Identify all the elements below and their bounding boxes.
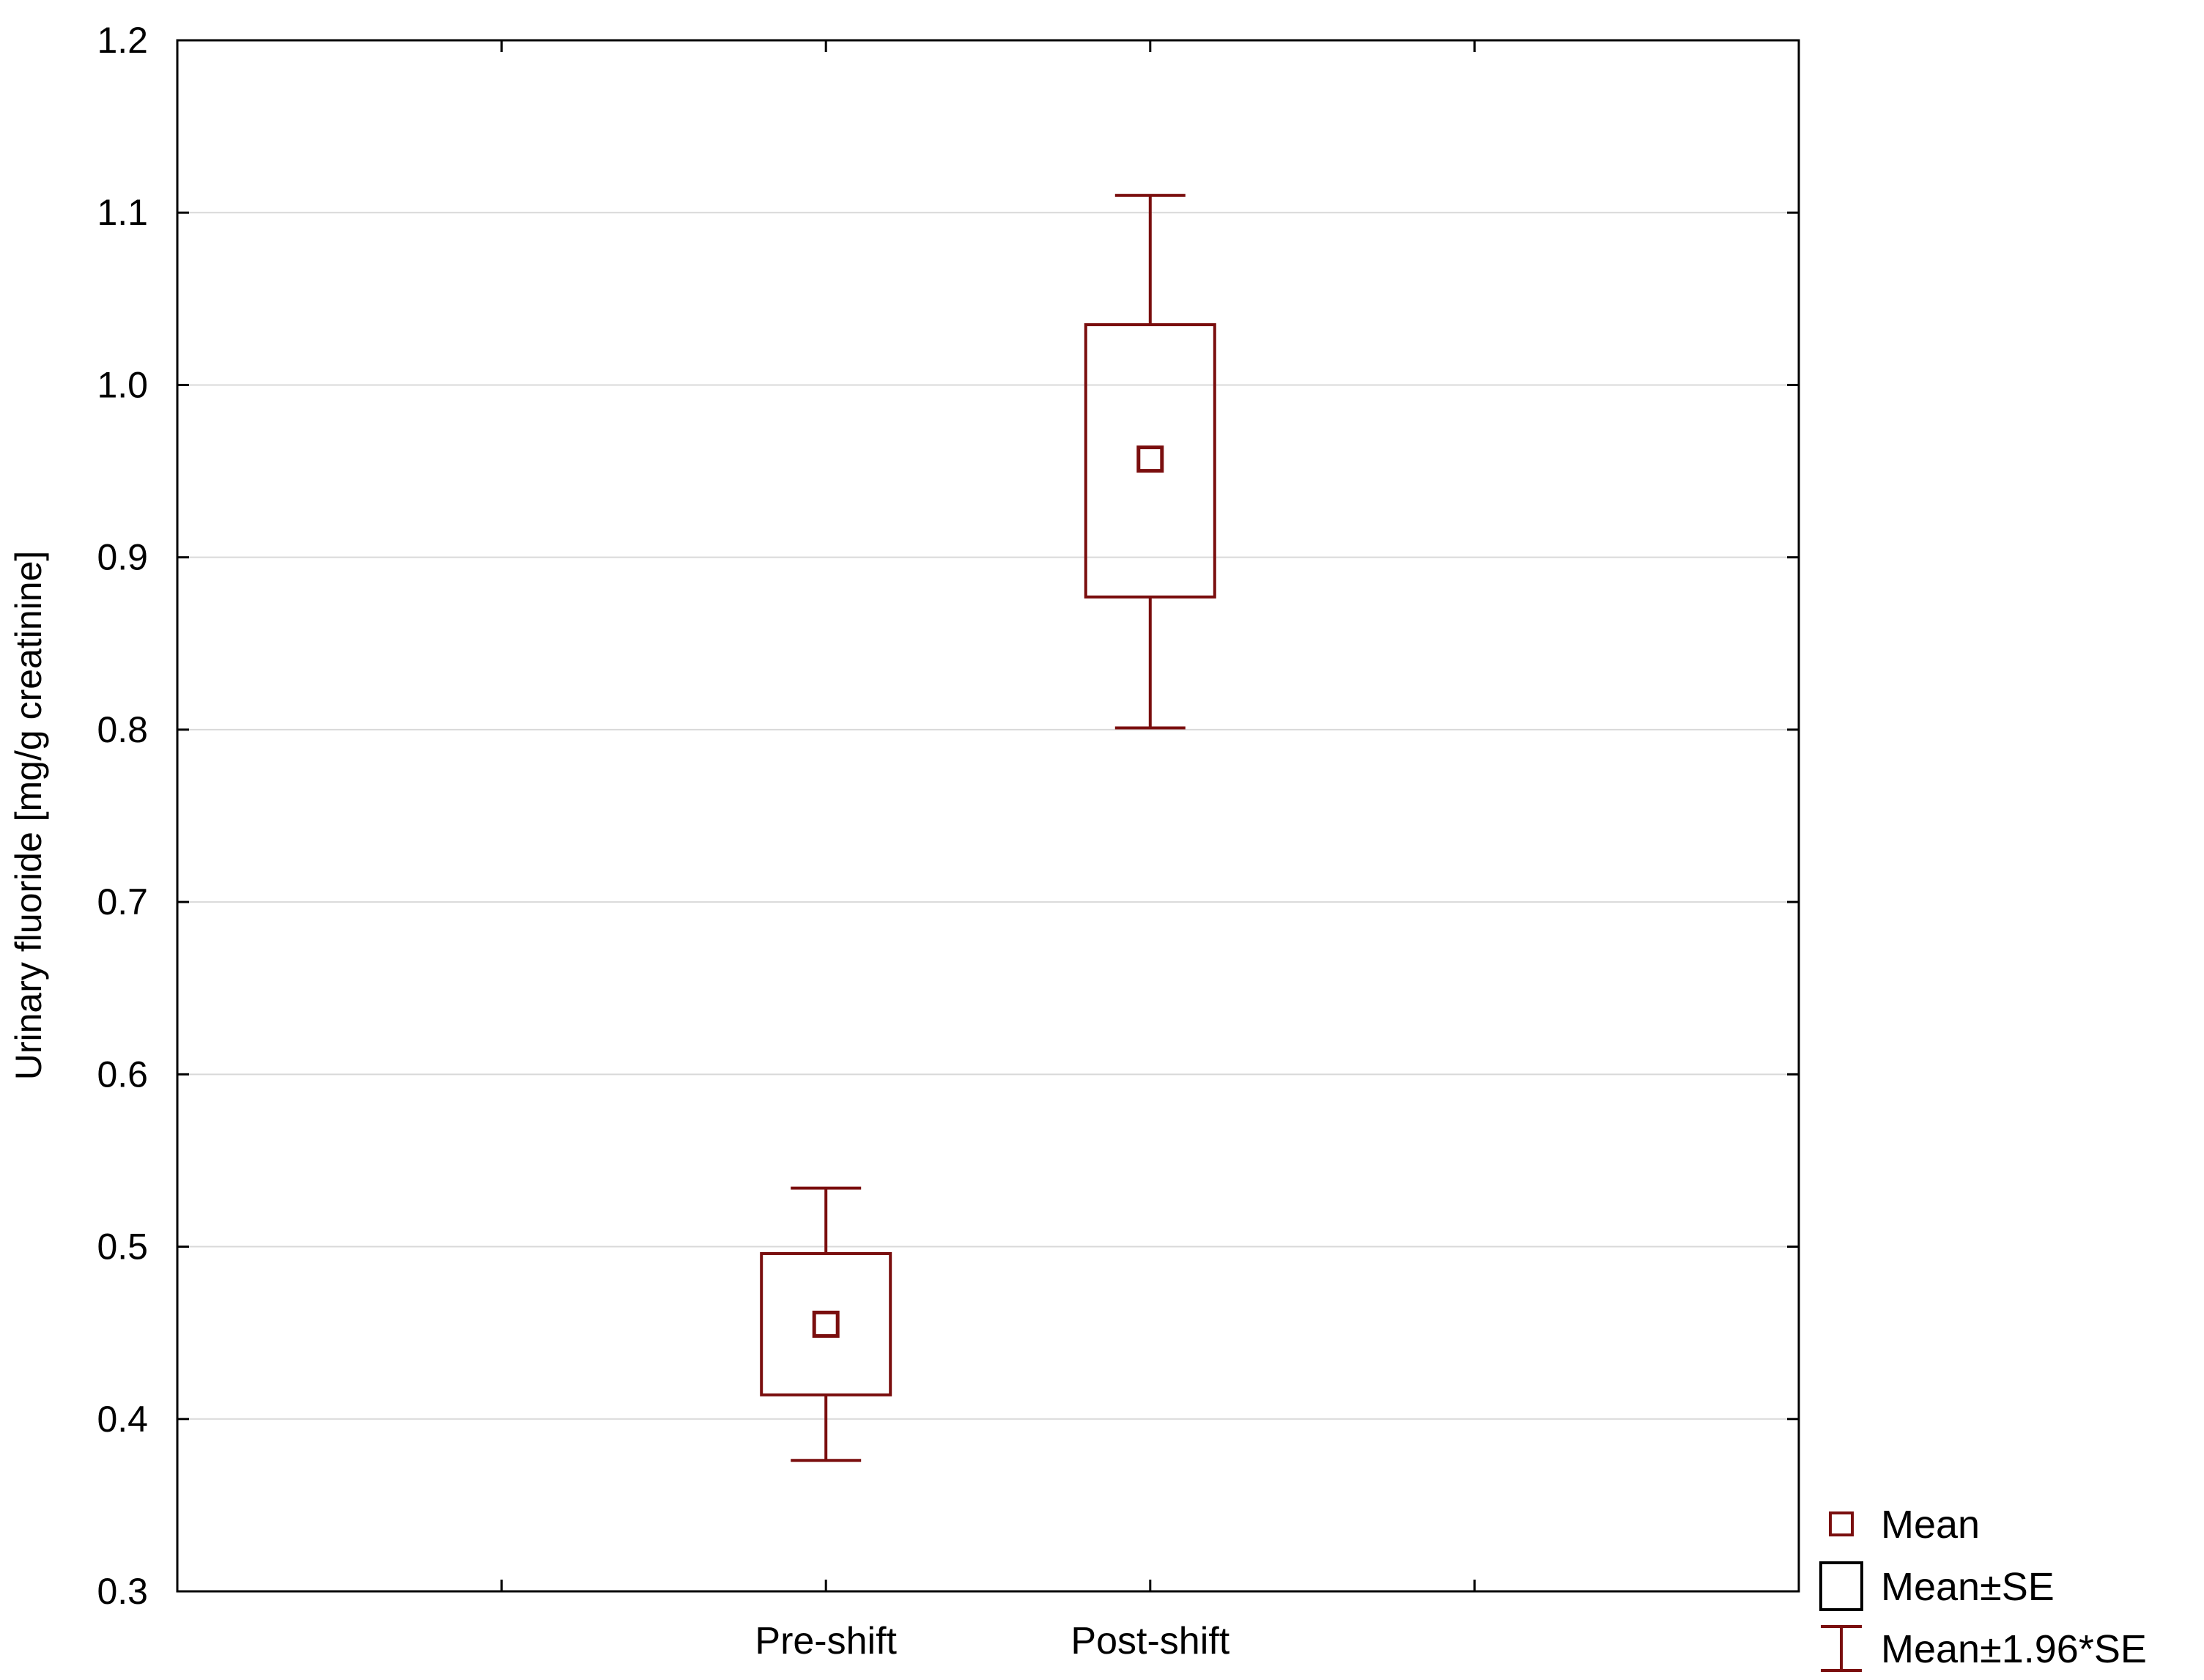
y-tick-label: 1.0 [97, 364, 148, 405]
legend-label: Mean±SE [1881, 1565, 2055, 1609]
legend-mean-symbol [1829, 1511, 1854, 1536]
series-layer [760, 193, 1216, 1462]
y-tick-label: 0.8 [97, 709, 148, 750]
y-tick-label: 1.2 [97, 20, 148, 61]
x-tick-label: Post-shift [1070, 1620, 1229, 1662]
y-tick-label: 0.5 [97, 1226, 148, 1268]
legend-label: Mean±1.96*SE [1881, 1627, 2147, 1671]
tick-layer: 0.3 0.4 0.5 0.6 0.7 0.8 0.9 1.0 1.1 1.2 Pre-shift P… [97, 20, 1799, 1662]
legend-label: Mean [1881, 1503, 1980, 1547]
series-group [1084, 193, 1216, 730]
mean-marker [812, 1310, 840, 1338]
x-tick-label: Pre-shift [755, 1620, 897, 1662]
legend-ci-symbol [1821, 1625, 1862, 1672]
se-box [760, 1251, 892, 1396]
se-box [1084, 323, 1216, 599]
grid-layer [177, 212, 1799, 1420]
y-tick-label: 0.6 [97, 1054, 148, 1095]
y-tick-label: 0.4 [97, 1399, 148, 1440]
legend-se-symbol [1819, 1561, 1863, 1611]
series-group [760, 1186, 892, 1462]
plot-frame [176, 39, 1800, 1593]
y-axis-label: Urinary fluoride [mg/g creatinine] [8, 551, 49, 1081]
mean-marker [1136, 445, 1164, 473]
y-tick-label: 0.9 [97, 537, 148, 578]
y-tick-label: 0.3 [97, 1571, 148, 1612]
legend: Mean Mean±SE Mean±1.96*SE [1819, 1503, 2147, 1672]
y-tick-label: 1.1 [97, 192, 148, 233]
y-tick-label: 0.7 [97, 881, 148, 922]
